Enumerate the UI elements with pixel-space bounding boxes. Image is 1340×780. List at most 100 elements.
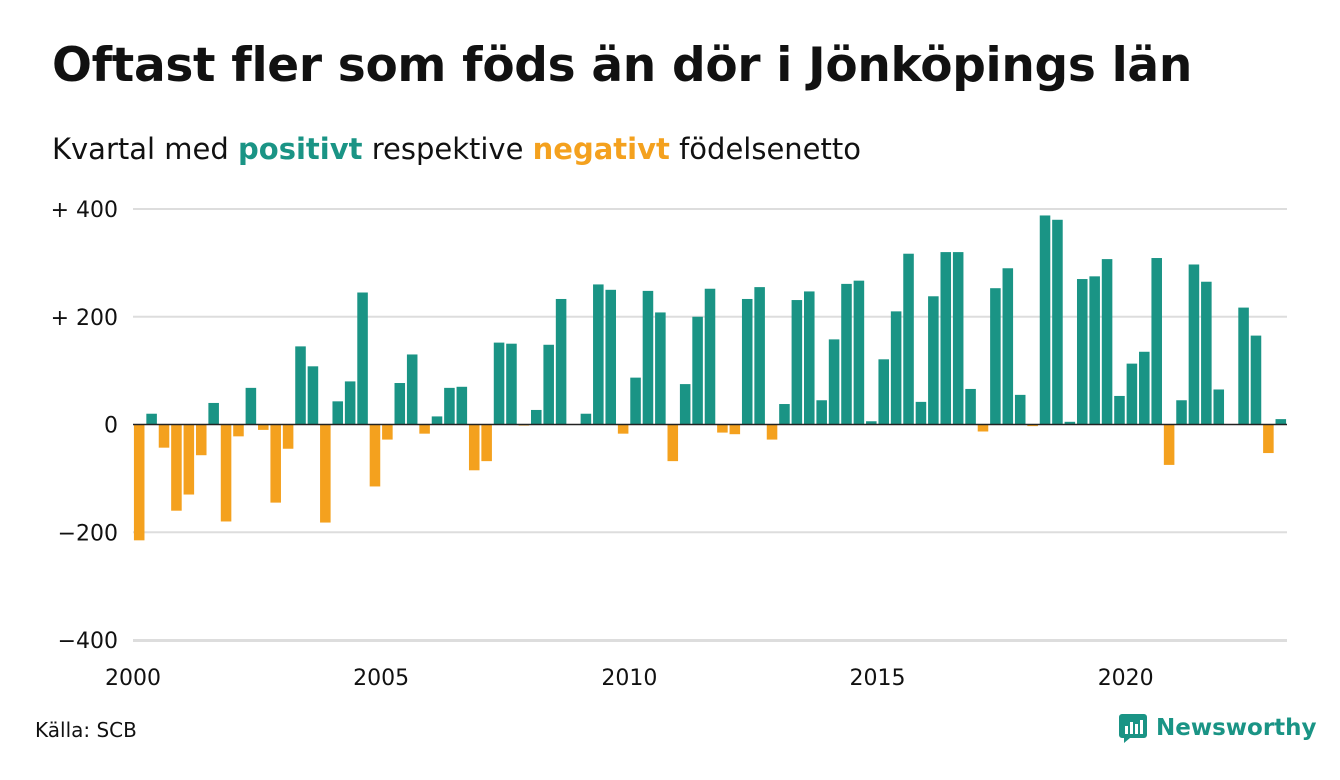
bar-positive — [692, 316, 703, 425]
tick-labels: + 400 + 200 0 −200 −400 2000 2005 2010 2015 2020 — [51, 198, 1154, 691]
bar-negative — [717, 424, 728, 433]
bar-positive — [679, 384, 691, 425]
bar-positive — [555, 298, 567, 425]
bar-positive — [915, 401, 927, 425]
bar-positive — [456, 386, 468, 425]
y-tick-label: 0 — [104, 414, 118, 439]
bar-negative — [766, 424, 778, 440]
bar-positive — [1250, 335, 1262, 425]
bar-positive — [1188, 264, 1200, 425]
bar-positive — [332, 401, 344, 425]
bar-positive — [1014, 394, 1026, 425]
bar-negative — [233, 424, 244, 437]
bar-positive — [866, 421, 877, 425]
bar-negative — [183, 424, 195, 495]
bar-positive — [940, 252, 952, 425]
bar-positive — [1002, 268, 1014, 425]
bar-positive — [791, 300, 803, 425]
bar-positive — [1064, 421, 1076, 425]
bar-negative — [258, 424, 269, 430]
bar-positive — [493, 342, 505, 425]
bar-positive — [990, 288, 1001, 425]
bar-positive — [406, 354, 418, 425]
bar-positive — [1139, 351, 1150, 425]
axes — [133, 423, 1287, 642]
bar-negative — [468, 424, 480, 471]
subtitle-positive-word: positivt — [238, 132, 363, 166]
bar-negative — [419, 424, 430, 434]
subtitle-suffix: födelsenetto — [679, 132, 861, 166]
bar-positive — [431, 416, 443, 425]
bar-positive — [1201, 281, 1212, 425]
subtitle-prefix: Kvartal med — [52, 132, 229, 166]
bar-positive — [1052, 219, 1063, 425]
bar-positive — [1089, 276, 1100, 425]
chart-subtitle: Kvartal med positivt respektive negativt… — [52, 132, 861, 166]
bar-positive — [853, 280, 865, 425]
subtitle-negative-word: negativt — [532, 132, 670, 166]
y-tick-label: −200 — [58, 521, 118, 546]
bar-positive — [828, 339, 840, 425]
bar-positive — [1275, 419, 1287, 425]
bar-positive — [878, 359, 889, 425]
bar-positive — [605, 289, 617, 425]
bar-negative — [195, 424, 207, 456]
chart-title: Oftast fler som föds än dör i Jönköpings… — [52, 38, 1192, 93]
bar-positive — [307, 366, 319, 425]
subtitle-middle: respektive — [371, 132, 524, 166]
bar-negative — [282, 424, 294, 449]
bar-positive — [1114, 395, 1125, 425]
bar-positive — [543, 344, 554, 425]
source-note: Källa: SCB — [35, 718, 137, 742]
bar-positive — [444, 387, 455, 425]
bar-negative — [977, 424, 989, 432]
bar-positive — [952, 252, 964, 425]
bar-positive — [245, 387, 257, 425]
bar-positive — [630, 377, 641, 425]
bar-negative — [1163, 424, 1175, 465]
bar-negative — [1027, 424, 1038, 427]
bar-positive — [146, 413, 157, 425]
bar-positive — [903, 253, 914, 425]
bar-positive — [741, 298, 753, 425]
bar-positive — [890, 311, 902, 425]
bar-negative — [220, 424, 232, 522]
bar-positive — [779, 404, 790, 425]
bar-positive — [655, 312, 666, 425]
bar-positive — [506, 343, 517, 425]
newsworthy-logo-icon — [1119, 714, 1147, 743]
bar-positive — [1126, 363, 1138, 425]
bar-negative — [171, 424, 182, 511]
bar-positive — [803, 291, 815, 425]
bar-positive — [704, 288, 716, 425]
bars — [133, 215, 1287, 541]
bar-positive — [1176, 400, 1187, 425]
bar-positive — [357, 292, 368, 425]
x-tick-label: 2000 — [105, 666, 161, 691]
bar-positive — [344, 381, 356, 425]
bar-negative — [382, 424, 393, 440]
bar-positive — [394, 383, 406, 425]
y-tick-label: + 200 — [51, 306, 118, 331]
bar-positive — [754, 287, 765, 425]
bar-positive — [1213, 389, 1225, 425]
bar-positive — [1238, 307, 1249, 425]
bar-positive — [928, 296, 939, 425]
x-tick-label: 2020 — [1098, 666, 1154, 691]
bar-negative — [481, 424, 492, 462]
bar-negative — [270, 424, 281, 503]
bar-negative — [320, 424, 331, 523]
bar-positive — [580, 413, 592, 425]
x-tick-label: 2005 — [353, 666, 409, 691]
bar-negative — [667, 424, 679, 462]
bar-negative — [729, 424, 741, 435]
bar-positive — [642, 290, 654, 425]
bar-chart: + 400 + 200 0 −200 −400 2000 2005 2010 2015 2020 — [51, 198, 1287, 691]
y-tick-label: + 400 — [51, 198, 118, 223]
bar-positive — [1151, 258, 1162, 425]
bar-positive — [1039, 215, 1051, 425]
bar-negative — [1263, 424, 1274, 454]
bar-positive — [1076, 279, 1088, 425]
bar-positive — [1101, 259, 1113, 425]
bar-positive — [531, 409, 542, 425]
